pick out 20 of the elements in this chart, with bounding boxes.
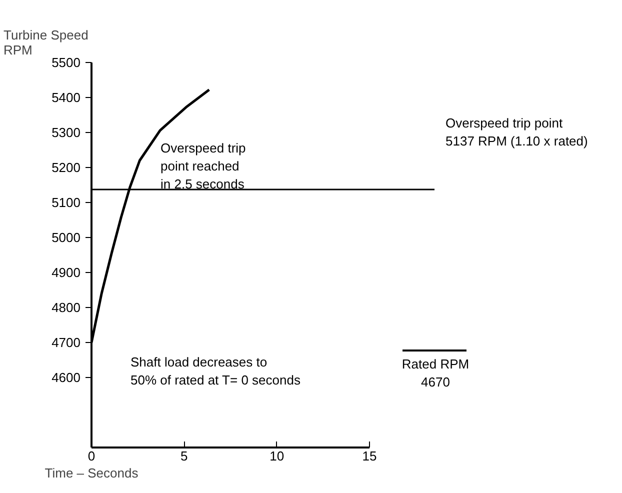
- x-tick-label: 10: [270, 448, 284, 464]
- text: Rated RPM 4670: [402, 356, 470, 390]
- y-tick-label: 4700: [52, 335, 80, 350]
- x-tick-label: 5: [180, 448, 188, 464]
- y-tick-label: 5400: [52, 90, 80, 105]
- y-tick-label: 4900: [52, 265, 80, 280]
- x-tick-label: 0: [88, 448, 96, 464]
- y-tick-label: 5100: [52, 195, 80, 210]
- y-tick-label: 5500: [52, 55, 80, 70]
- annotation: Overspeed trip point reached in 2.5 seconds: [160, 140, 246, 192]
- x-axis-title: Time – Seconds: [44, 466, 139, 480]
- y-tick-label: 4800: [52, 300, 80, 315]
- x-tick-label: 15: [362, 448, 377, 464]
- y-tick-label: 5200: [52, 160, 80, 175]
- y-tick-label: 4600: [52, 370, 80, 385]
- y-axis-title: Turbine Speed RPM: [4, 28, 88, 58]
- y-tick-label: 5000: [52, 230, 80, 245]
- ref-line-label: Overspeed trip point 5137 RPM (1.10 x rated): [446, 116, 588, 148]
- annotation: Shaft load decreases to 50% of rated at T= 0 seconds: [130, 354, 301, 388]
- y-tick-label: 5300: [52, 125, 80, 140]
